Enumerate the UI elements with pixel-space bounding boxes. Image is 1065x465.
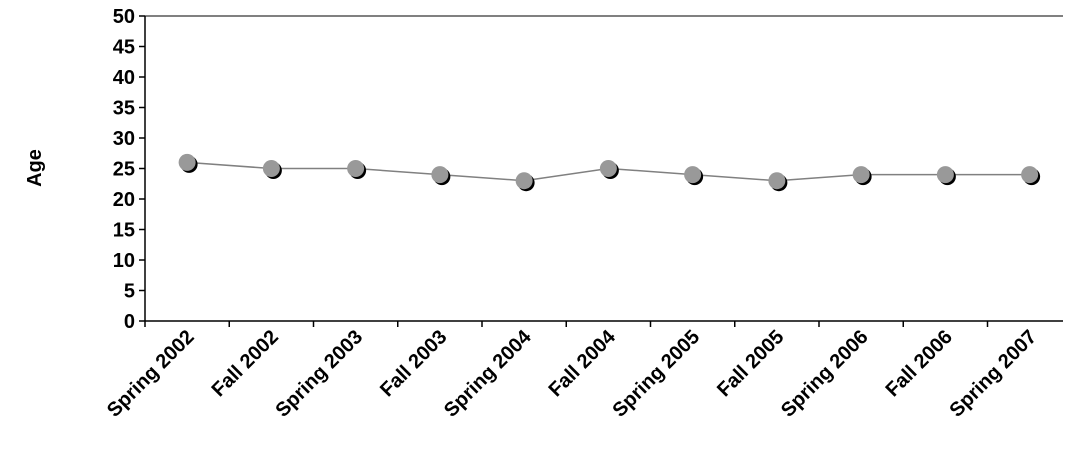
y-tick-group: 0 5 10 15 20 25 30 35 40 45 50 [113, 6, 145, 333]
data-point [1021, 166, 1039, 184]
x-tick-label: Spring 2003 [271, 326, 367, 422]
y-tick-label: 25 [113, 159, 135, 181]
data-point [262, 160, 280, 177]
data-point [347, 160, 365, 177]
y-tick-label: 45 [113, 37, 135, 59]
x-tick-label: Spring 2005 [608, 326, 704, 422]
x-tick-label: Fall 2002 [208, 326, 283, 401]
x-tick-label: Spring 2006 [777, 326, 873, 422]
data-point [852, 166, 870, 184]
data-point [515, 172, 533, 190]
x-tick-label: Fall 2006 [882, 326, 957, 401]
marker-group [178, 153, 1041, 192]
data-point [178, 153, 196, 171]
y-tick-label: 50 [113, 6, 135, 28]
data-point [936, 166, 954, 184]
data-point [768, 172, 786, 190]
y-tick-label: 30 [113, 128, 135, 150]
y-axis-label: Age [24, 149, 46, 187]
data-point [599, 160, 617, 177]
y-tick-label: 15 [113, 220, 135, 242]
y-tick-label: 40 [113, 67, 135, 89]
x-tick-label: Fall 2004 [545, 325, 621, 401]
data-point [684, 166, 702, 184]
x-tick-label: Spring 2004 [440, 325, 536, 421]
y-tick-label: 10 [113, 250, 135, 272]
x-tick-label: Fall 2005 [713, 326, 788, 401]
y-tick-label: 35 [113, 98, 135, 120]
data-point [431, 166, 449, 184]
x-tick-label: Fall 2003 [376, 326, 451, 401]
x-tick-label: Spring 2002 [103, 326, 199, 422]
y-tick-label: 0 [124, 311, 135, 333]
x-tick-label: Spring 2007 [945, 326, 1041, 422]
y-tick-label: 20 [113, 189, 135, 211]
y-tick-label: 5 [124, 281, 135, 303]
